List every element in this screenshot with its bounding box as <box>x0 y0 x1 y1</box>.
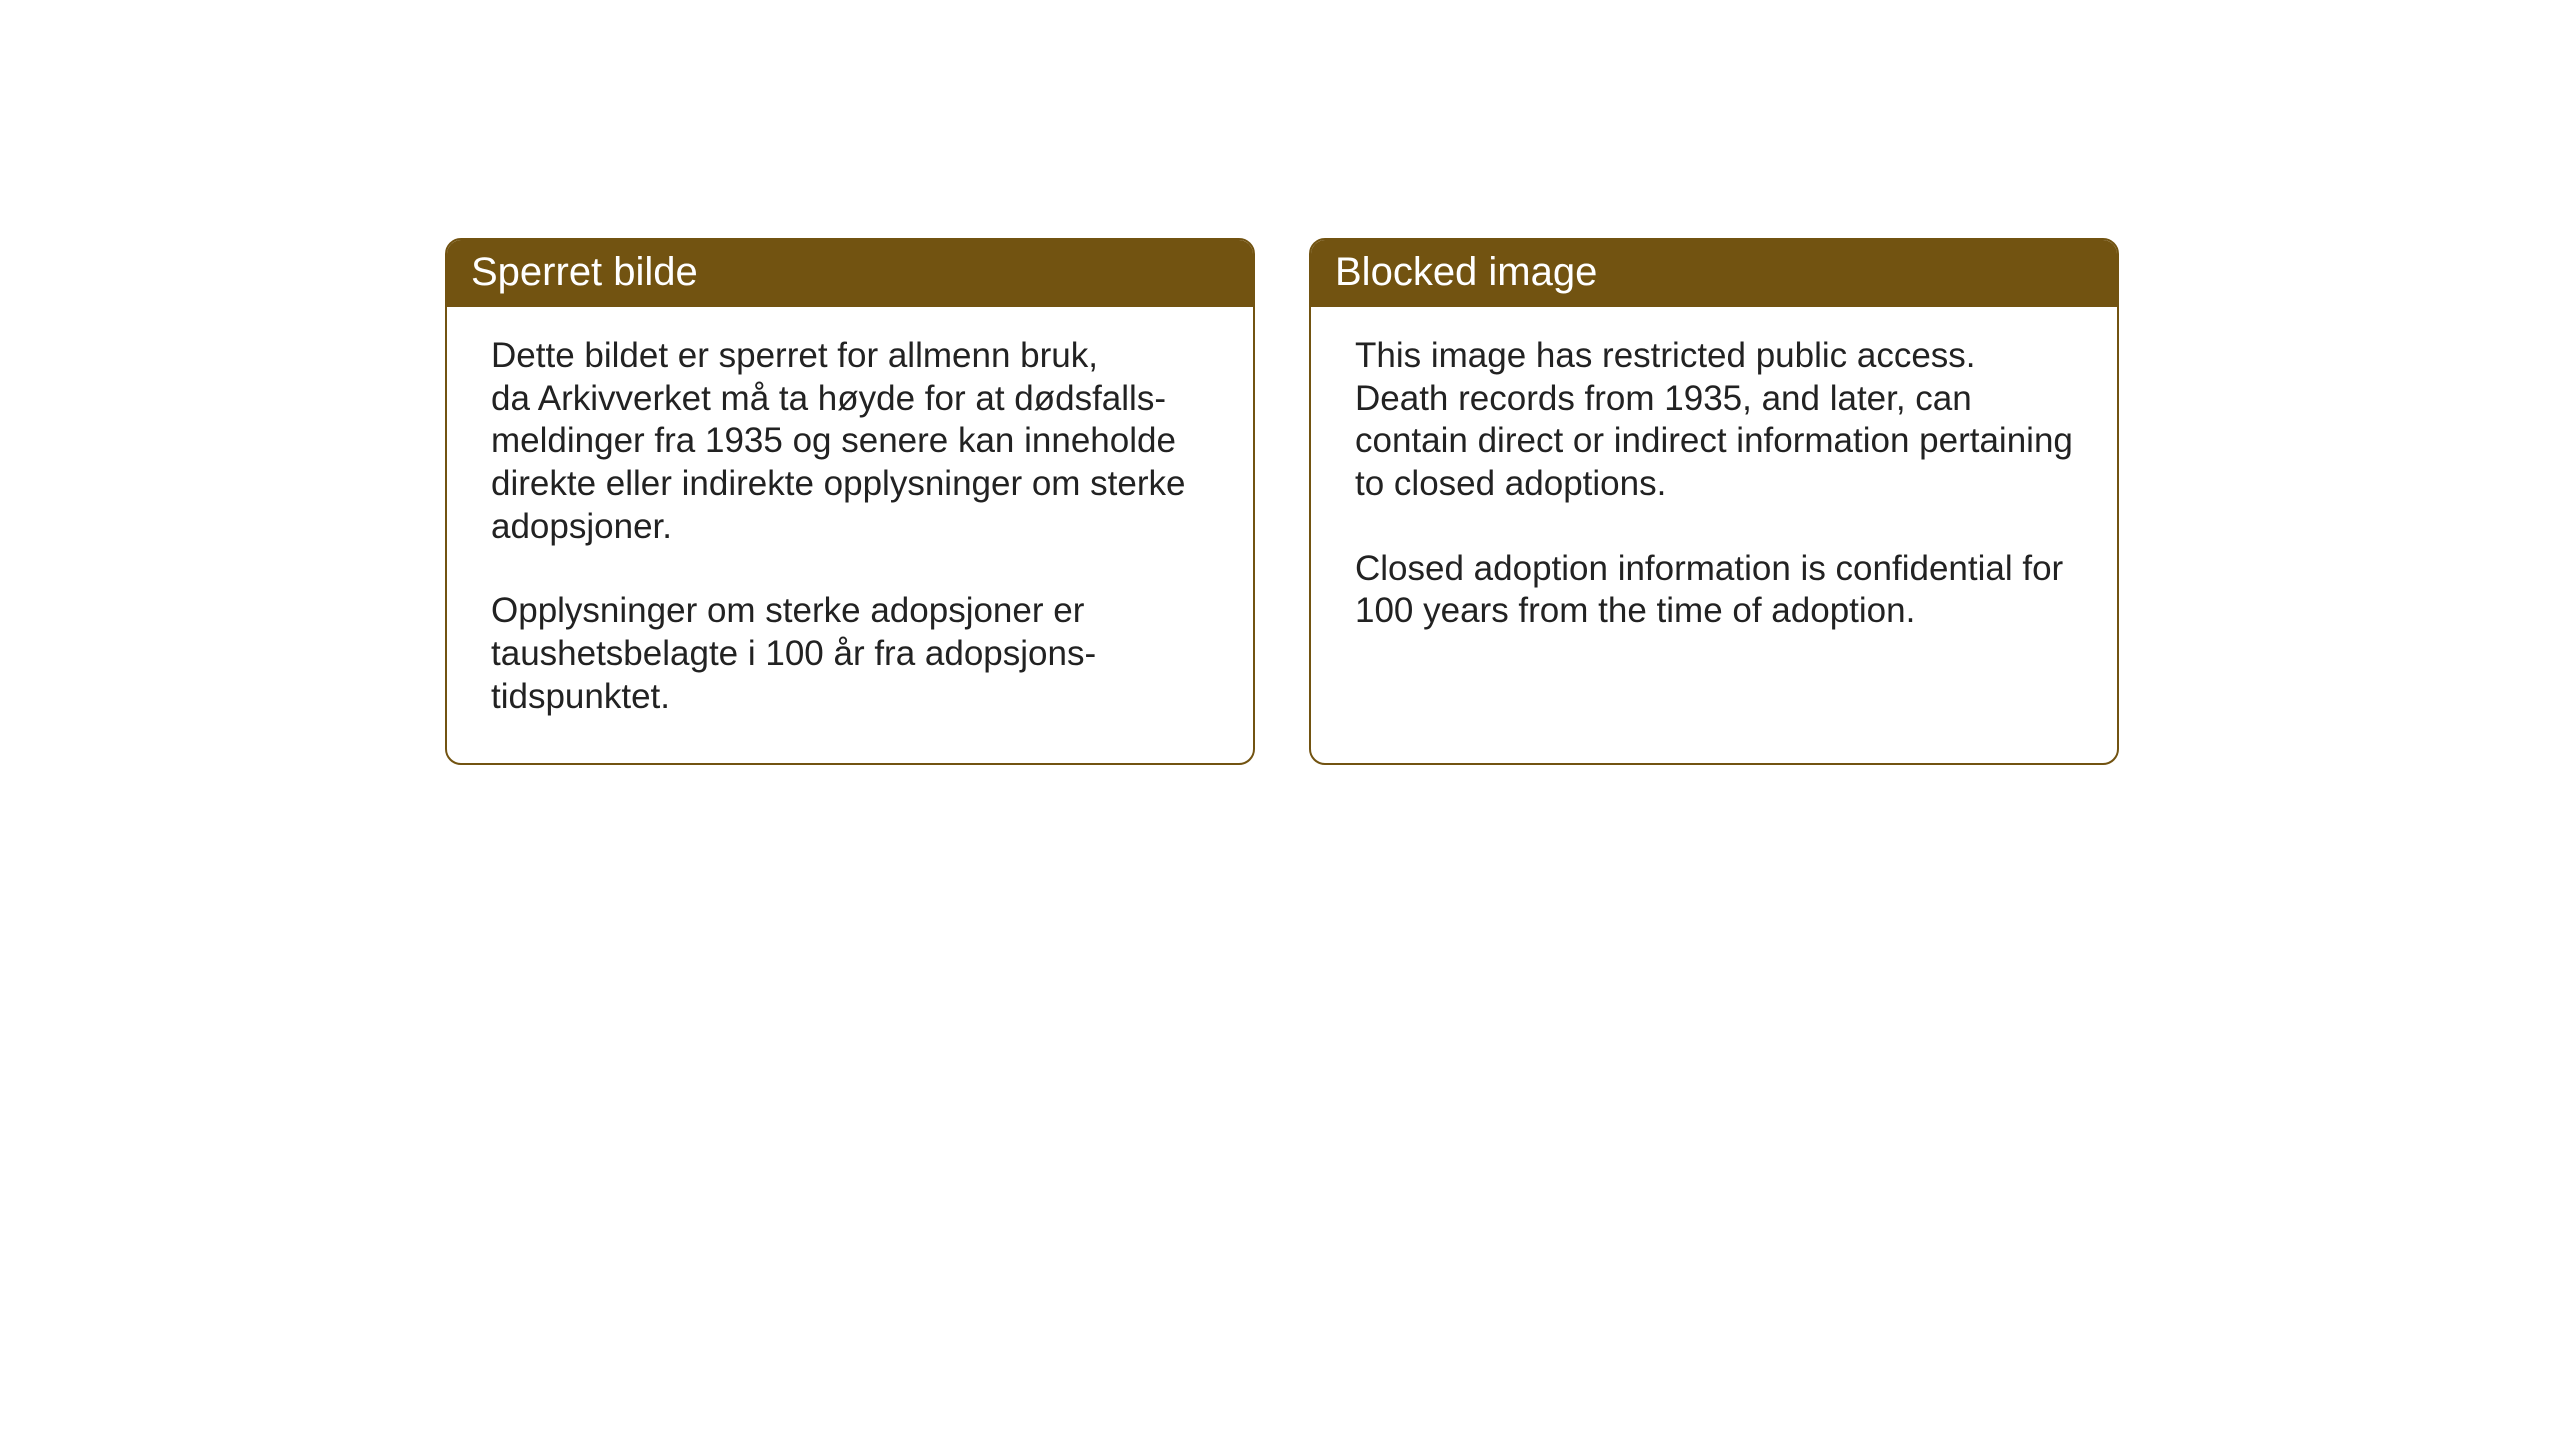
notice-cards-container: Sperret bilde Dette bildet er sperret fo… <box>445 238 2119 765</box>
english-card-body: This image has restricted public access.… <box>1311 307 2117 677</box>
norwegian-paragraph-1: Dette bildet er sperret for allmenn bruk… <box>491 335 1209 548</box>
norwegian-card-title: Sperret bilde <box>447 240 1253 307</box>
english-paragraph-2: Closed adoption information is confident… <box>1355 548 2073 633</box>
english-paragraph-1: This image has restricted public access.… <box>1355 335 2073 506</box>
english-notice-card: Blocked image This image has restricted … <box>1309 238 2119 765</box>
norwegian-paragraph-2: Opplysninger om sterke adopsjoner er tau… <box>491 590 1209 718</box>
english-card-title: Blocked image <box>1311 240 2117 307</box>
norwegian-card-body: Dette bildet er sperret for allmenn bruk… <box>447 307 1253 763</box>
norwegian-notice-card: Sperret bilde Dette bildet er sperret fo… <box>445 238 1255 765</box>
